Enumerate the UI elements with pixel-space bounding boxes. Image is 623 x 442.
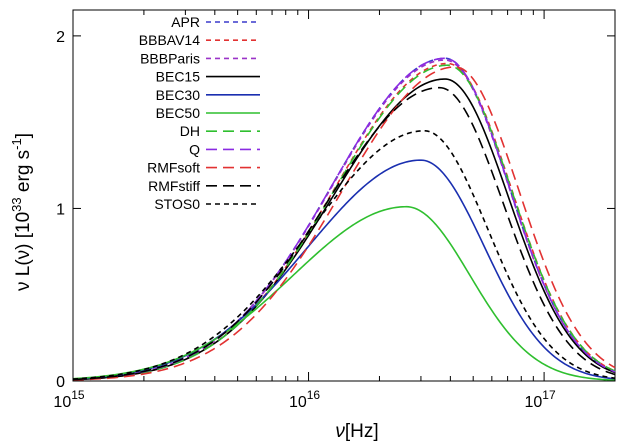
legend-label-bbbav14: BBBAV14	[139, 32, 200, 48]
series-line-bbbparis	[72, 59, 616, 381]
legend-label-bec50: BEC50	[156, 105, 201, 121]
legend-label-q: Q	[189, 141, 200, 157]
x-tick-label: 1016	[289, 388, 320, 411]
legend-label-bbbparis: BBBParis	[140, 50, 200, 66]
y-axis-label: ν L(ν) [1033 erg s-1]	[9, 133, 34, 291]
legend-label-bec15: BEC15	[156, 69, 201, 85]
legend-label-bec30: BEC30	[156, 87, 201, 103]
series-line-bec50	[72, 205, 616, 381]
series-line-bbbav14	[72, 62, 616, 381]
series-curves	[72, 57, 616, 381]
series-line-stos0	[72, 129, 616, 380]
legend-label-dh: DH	[180, 123, 200, 139]
legend-label-apr: APR	[171, 14, 200, 30]
x-axis-label: ν[Hz]	[335, 421, 378, 442]
series-line-apr	[72, 57, 616, 381]
series-line-rmfsoft	[72, 66, 616, 381]
legend-label-stos0: STOS0	[154, 196, 200, 212]
x-tick-label: 1017	[525, 388, 556, 411]
legend-label-rmfstiff: RMFstiff	[148, 178, 200, 194]
y-tick-label: 1	[56, 201, 65, 218]
plot-frame	[72, 9, 616, 382]
y-tick-label: 0	[56, 374, 65, 391]
x-tick-label: 1015	[53, 388, 84, 411]
y-tick-label: 2	[56, 29, 65, 46]
series-line-rmfstiff	[72, 86, 616, 381]
series-line-q	[72, 57, 616, 381]
series-line-dh	[72, 64, 616, 381]
legend-label-rmfsoft: RMFsoft	[147, 160, 200, 176]
legend: APR BBBAV14 BBBParis BEC15 BEC30 BEC50 DH Q RMFs…	[139, 14, 260, 212]
axis-ticks: 0 1 2 1015 1016 1017	[53, 10, 616, 411]
